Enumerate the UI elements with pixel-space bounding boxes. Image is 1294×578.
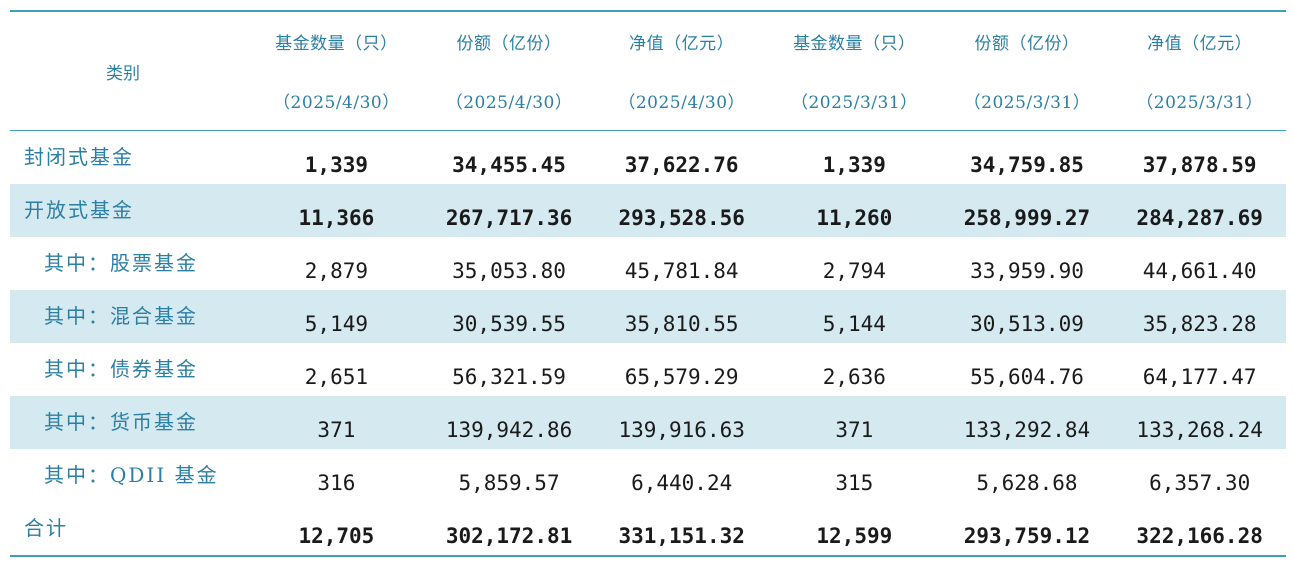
- cell-nav-mar: 44,661.40: [1142, 258, 1257, 283]
- row-label: 封闭式基金: [24, 145, 134, 169]
- header-date: （2025/3/31）: [1136, 93, 1263, 113]
- header-label: 份额（亿份）: [456, 34, 562, 54]
- header-col-count-mar: 基金数量（只） （2025/3/31）: [768, 12, 941, 130]
- cell-shares-apr: 30,539.55: [422, 290, 596, 343]
- table-row: 其中：货币基金 371 139,942.86 139,916.63 371 13…: [10, 396, 1286, 449]
- table-row: 其中：混合基金 5,149 30,539.55 35,810.55 5,144 …: [10, 290, 1286, 343]
- cell-nav-mar: 35,823.28: [1113, 290, 1286, 343]
- cell-nav-mar: 133,268.24: [1113, 396, 1286, 449]
- header-col-shares-apr: 份额（亿份） （2025/4/30）: [423, 12, 596, 130]
- cell-nav-mar: 37,878.59: [1142, 152, 1257, 177]
- cell-shares-apr: 267,717.36: [422, 184, 596, 237]
- cell-shares-apr: 35,053.80: [452, 258, 566, 283]
- cell-nav-apr: 35,810.55: [595, 290, 768, 343]
- cell-shares-mar: 5,628.68: [976, 470, 1078, 495]
- cell-count-mar: 5,144: [768, 290, 941, 343]
- cell-shares-apr: 139,942.86: [422, 396, 596, 449]
- cell-nav-apr: 331,151.32: [618, 523, 745, 548]
- cell-shares-apr: 302,172.81: [445, 523, 573, 548]
- cell-shares-mar: 133,292.84: [940, 396, 1114, 449]
- header-label: 净值（亿元）: [1147, 34, 1253, 54]
- cell-count-mar: 2,794: [822, 258, 886, 283]
- header-label: 份额（亿份）: [974, 34, 1080, 54]
- fund-statistics-table-container: 类别 基金数量（只） （2025/4/30） 份额（亿份） （2025/4/30…: [10, 10, 1286, 557]
- table-row: 其中：股票基金 2,879 35,053.80 45,781.84 2,794 …: [10, 237, 1286, 290]
- cell-nav-apr: 293,528.56: [595, 184, 768, 237]
- cell-shares-mar: 55,604.76: [970, 364, 1084, 389]
- row-label: 合计: [24, 516, 68, 540]
- cell-count-apr: 371: [250, 396, 423, 449]
- header-rule: [10, 130, 1286, 131]
- table-row-total: 合计 12,705 302,172.81 331,151.32 12,599 2…: [10, 502, 1286, 555]
- cell-nav-mar: 284,287.69: [1113, 184, 1286, 237]
- row-label: 其中：QDII 基金: [44, 463, 219, 487]
- cell-count-apr: 12,705: [298, 523, 375, 548]
- row-label: 其中：股票基金: [44, 251, 198, 275]
- cell-shares-mar: 258,999.27: [940, 184, 1114, 237]
- cell-nav-apr: 37,622.76: [624, 152, 739, 177]
- fund-statistics-table: 类别 基金数量（只） （2025/4/30） 份额（亿份） （2025/4/30…: [10, 12, 1286, 130]
- cell-count-apr: 2,651: [304, 364, 368, 389]
- cell-count-apr: 316: [317, 470, 356, 495]
- table-row: 其中：债券基金 2,651 56,321.59 65,579.29 2,636 …: [10, 343, 1286, 396]
- cell-count-mar: 1,339: [822, 152, 886, 177]
- table-body: 封闭式基金 1,339 34,455.45 37,622.76 1,339 34…: [10, 131, 1286, 555]
- row-label: 其中：货币基金: [10, 396, 251, 449]
- header-date: （2025/3/31）: [790, 93, 918, 113]
- header-label: 净值（亿元）: [629, 34, 735, 54]
- cell-count-apr: 1,339: [304, 152, 368, 177]
- header-col-nav-apr: 净值（亿元） （2025/4/30）: [595, 12, 768, 130]
- table-header: 类别 基金数量（只） （2025/4/30） 份额（亿份） （2025/4/30…: [10, 12, 1286, 130]
- cell-nav-apr: 6,440.24: [631, 470, 733, 495]
- cell-shares-mar: 30,513.09: [940, 290, 1114, 343]
- cell-count-apr: 11,366: [250, 184, 423, 237]
- header-col-count-apr: 基金数量（只） （2025/4/30）: [250, 12, 423, 130]
- cell-nav-apr: 65,579.29: [624, 364, 739, 389]
- cell-count-apr: 5,149: [250, 290, 423, 343]
- header-col-shares-mar: 份额（亿份） （2025/3/31）: [941, 12, 1114, 130]
- bottom-rule: [10, 555, 1286, 557]
- cell-count-mar: 12,599: [816, 523, 893, 548]
- table-row: 封闭式基金 1,339 34,455.45 37,622.76 1,339 34…: [10, 131, 1286, 184]
- row-label: 开放式基金: [10, 184, 251, 237]
- header-date: （2025/3/31）: [963, 93, 1091, 113]
- header-date: （2025/4/30）: [445, 93, 573, 113]
- header-category: 类别: [106, 63, 140, 84]
- cell-shares-apr: 34,455.45: [452, 152, 566, 177]
- header-label: 基金数量（只）: [275, 34, 398, 54]
- cell-nav-mar: 64,177.47: [1142, 364, 1257, 389]
- cell-shares-mar: 34,759.85: [970, 152, 1084, 177]
- header-col-nav-mar: 净值（亿元） （2025/3/31）: [1113, 12, 1286, 130]
- cell-nav-mar: 6,357.30: [1149, 470, 1251, 495]
- table-row: 开放式基金 11,366 267,717.36 293,528.56 11,26…: [10, 184, 1286, 237]
- top-rule: [10, 10, 1286, 12]
- header-date: （2025/4/30）: [273, 93, 400, 113]
- row-label: 其中：混合基金: [10, 290, 251, 343]
- cell-shares-apr: 56,321.59: [452, 364, 566, 389]
- cell-shares-mar: 33,959.90: [970, 258, 1084, 283]
- cell-nav-apr: 45,781.84: [624, 258, 739, 283]
- cell-count-mar: 315: [835, 470, 874, 495]
- cell-count-mar: 2,636: [822, 364, 886, 389]
- cell-nav-apr: 139,916.63: [595, 396, 768, 449]
- cell-count-apr: 2,879: [304, 258, 368, 283]
- fund-statistics-body: 封闭式基金 1,339 34,455.45 37,622.76 1,339 34…: [10, 131, 1286, 555]
- header-date: （2025/4/30）: [618, 93, 746, 113]
- cell-shares-apr: 5,859.57: [458, 470, 560, 495]
- table-row: 其中：QDII 基金 316 5,859.57 6,440.24 315 5,6…: [10, 449, 1286, 502]
- cell-count-mar: 371: [768, 396, 941, 449]
- cell-nav-mar: 322,166.28: [1136, 523, 1263, 548]
- header-label: 基金数量（只）: [793, 34, 916, 54]
- cell-count-mar: 11,260: [768, 184, 941, 237]
- row-label: 其中：债券基金: [44, 357, 198, 381]
- cell-shares-mar: 293,759.12: [963, 523, 1091, 548]
